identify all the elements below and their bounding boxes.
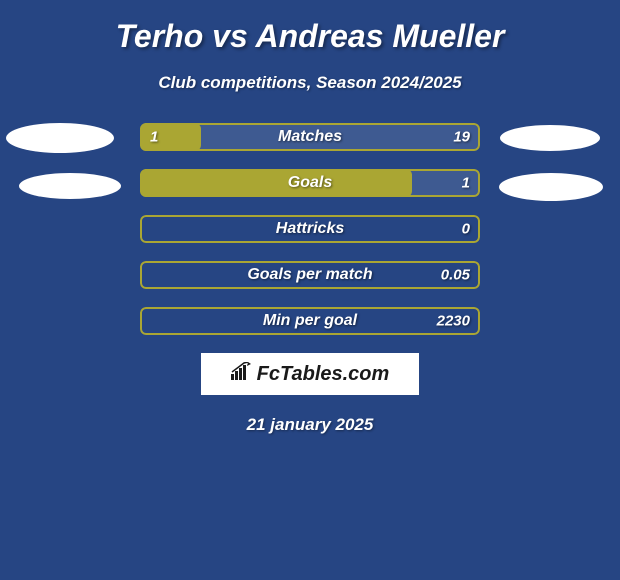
stat-label: Hattricks <box>276 220 344 238</box>
stat-value-right: 2230 <box>437 313 470 330</box>
stat-value-right: 0.05 <box>441 267 470 284</box>
logo-box: FcTables.com <box>201 353 419 395</box>
stat-value-right: 1 <box>462 175 470 192</box>
stat-label: Min per goal <box>263 312 357 330</box>
stat-value-right: 19 <box>453 129 470 146</box>
chart-icon <box>231 362 253 386</box>
stat-label: Goals <box>288 174 332 192</box>
stat-value-left: 1 <box>150 129 158 146</box>
stat-value-right: 0 <box>462 221 470 238</box>
subtitle: Club competitions, Season 2024/2025 <box>0 73 620 93</box>
stats-area: 1 Matches 19 Goals 1 Hattricks 0 Goals per matc… <box>0 123 620 335</box>
page-title: Terho vs Andreas Mueller <box>0 18 620 55</box>
date: 21 january 2025 <box>0 415 620 435</box>
infographic-container: Terho vs Andreas Mueller Club competitio… <box>0 0 620 445</box>
logo: FcTables.com <box>231 362 390 386</box>
stat-row: Goals 1 <box>140 169 480 197</box>
stat-row: Min per goal 2230 <box>140 307 480 335</box>
stat-bar-fill <box>140 169 412 197</box>
stat-label: Goals per match <box>247 266 372 284</box>
stat-row: Goals per match 0.05 <box>140 261 480 289</box>
stat-row: 1 Matches 19 <box>140 123 480 151</box>
logo-text: FcTables.com <box>257 363 390 386</box>
stat-bars: 1 Matches 19 Goals 1 Hattricks 0 Goals per matc… <box>140 123 480 335</box>
stat-row: Hattricks 0 <box>140 215 480 243</box>
avatar-placeholder-left-1 <box>6 123 114 153</box>
avatar-placeholder-right-2 <box>499 173 603 201</box>
stat-label: Matches <box>278 128 342 146</box>
avatar-placeholder-left-2 <box>19 173 121 199</box>
avatar-placeholder-right-1 <box>500 125 600 151</box>
